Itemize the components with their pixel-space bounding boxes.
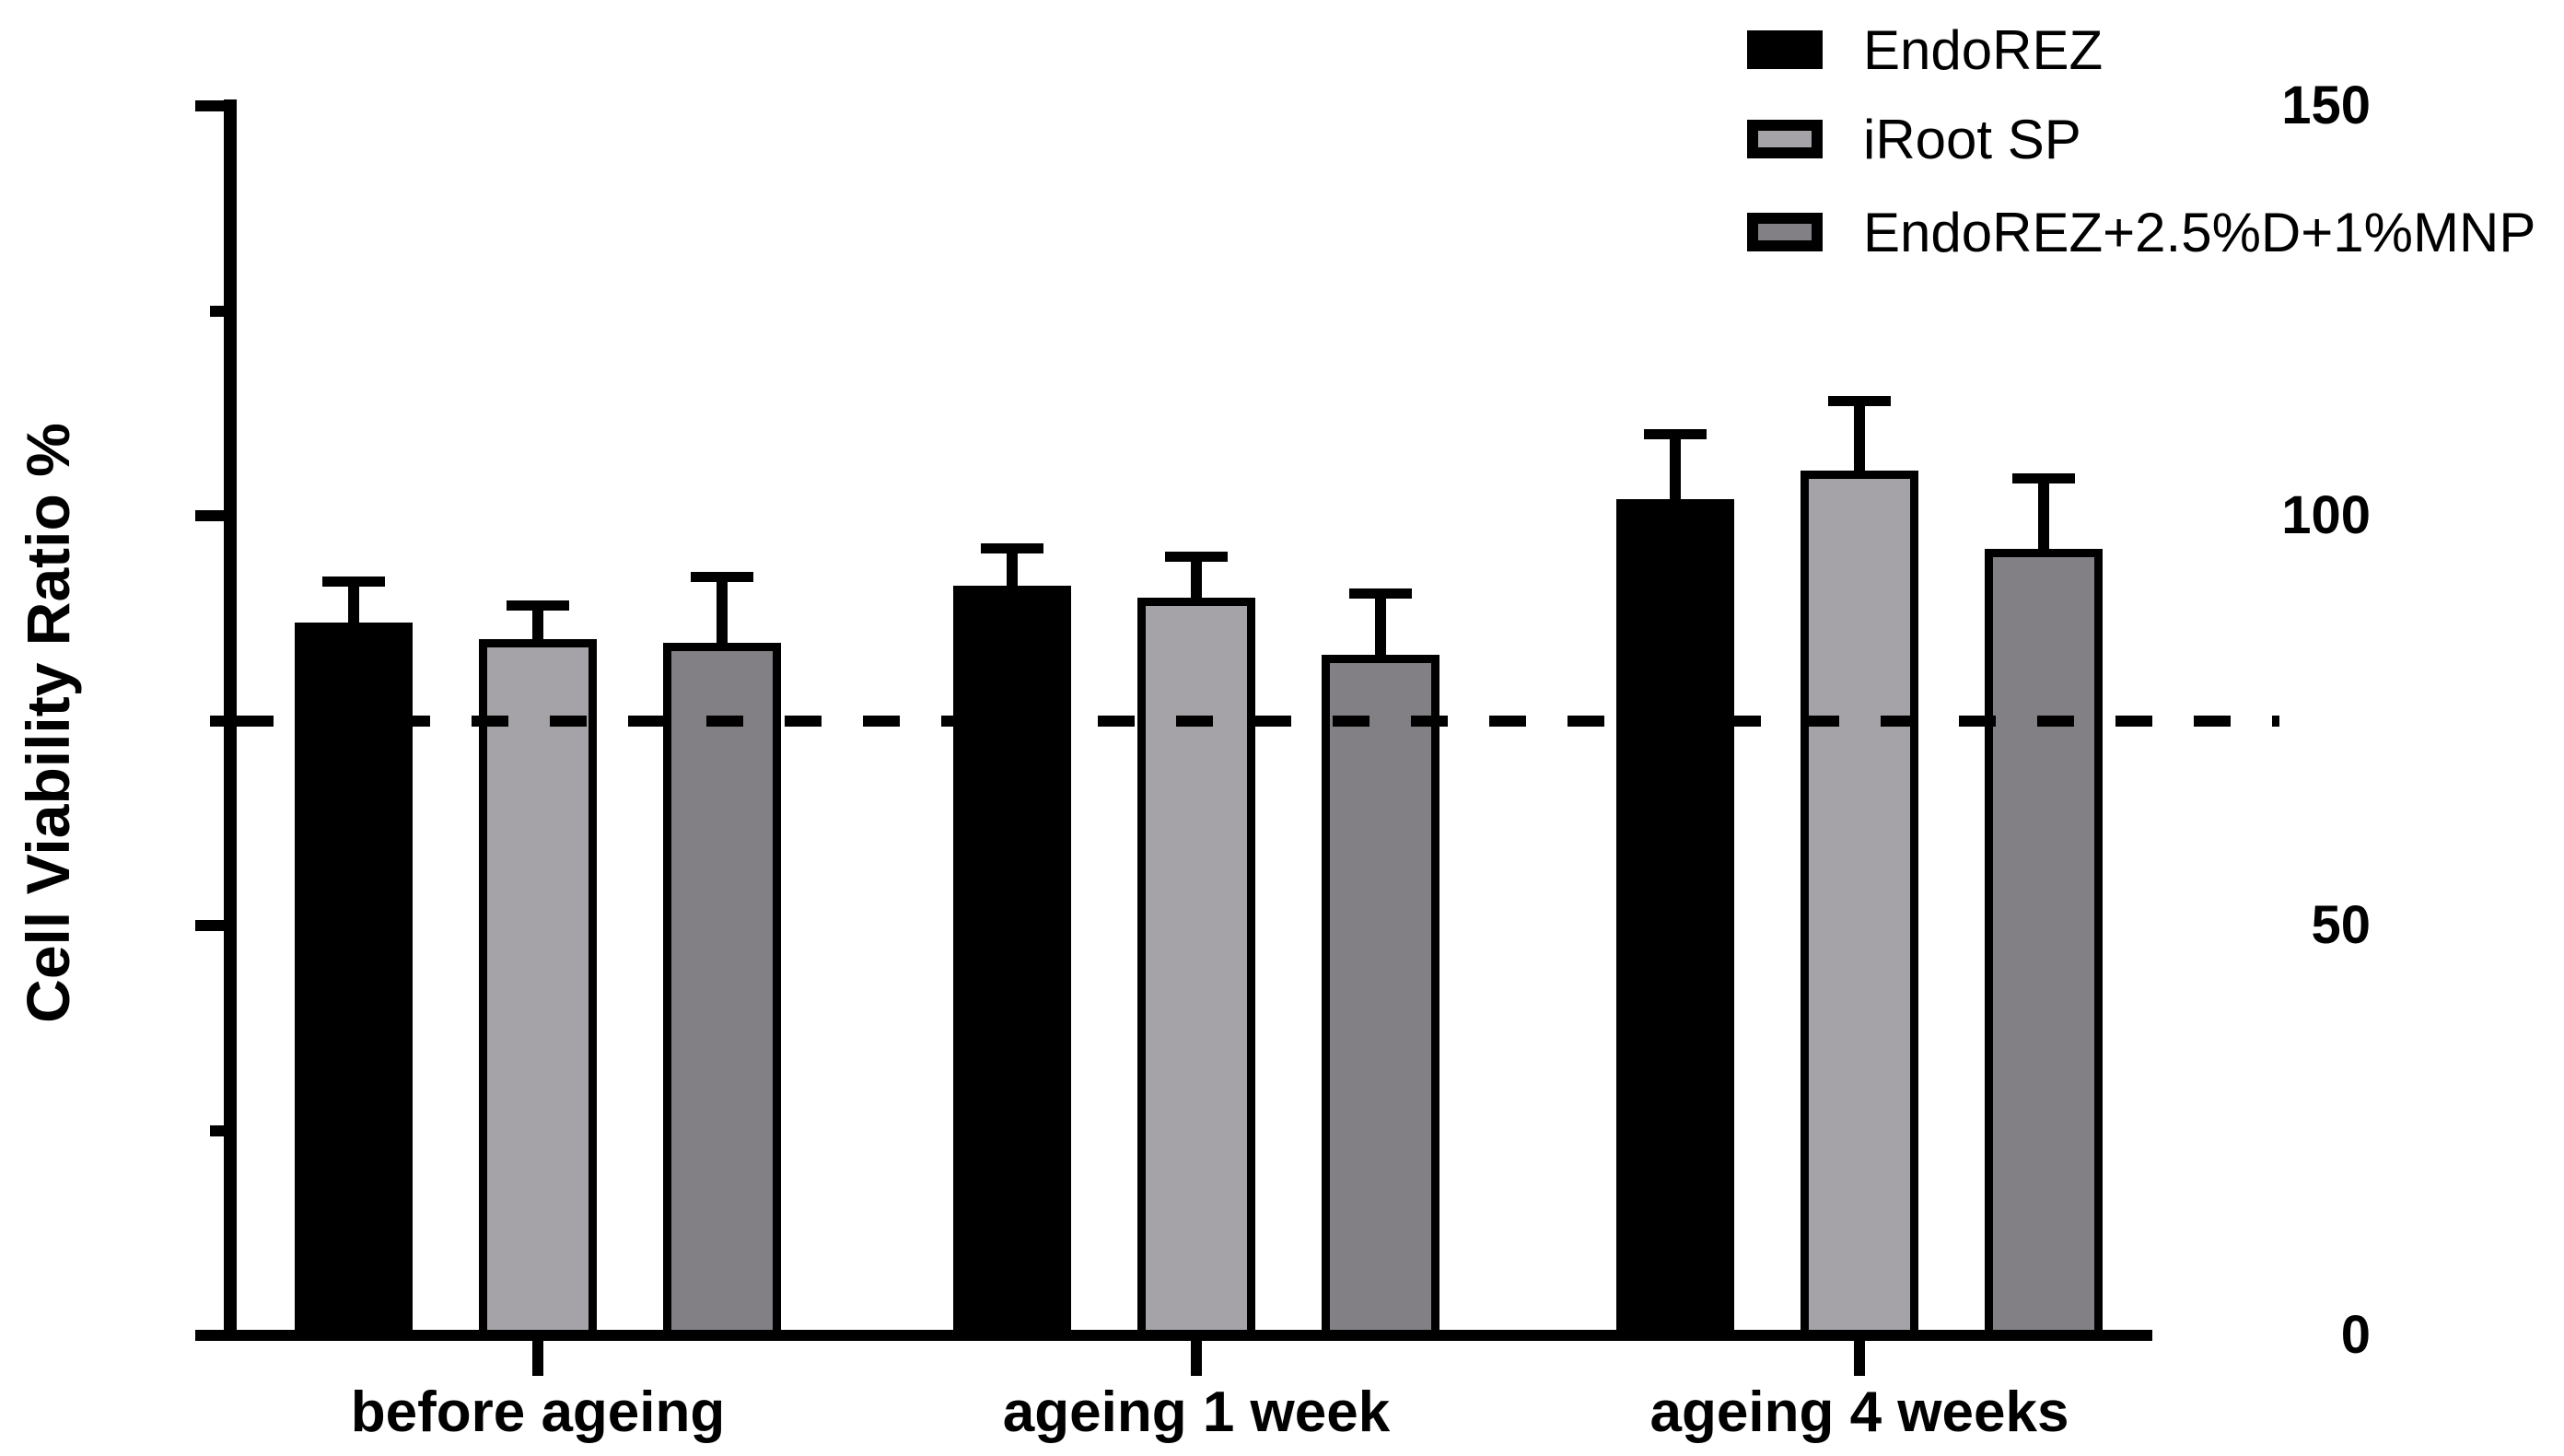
y-tick-label: 0 bbox=[2340, 1305, 2371, 1365]
error-bar-stem bbox=[717, 577, 728, 648]
bar-iroot-sp-group1 bbox=[479, 638, 597, 1341]
x-axis-line bbox=[224, 1330, 2152, 1341]
bar-endorez-group1 bbox=[295, 622, 413, 1341]
error-bar-cap bbox=[1644, 428, 1707, 439]
legend-swatch bbox=[1747, 120, 1823, 158]
error-bar-cap bbox=[981, 543, 1043, 554]
bar-iroot-sp-group2 bbox=[1137, 598, 1255, 1341]
legend-label: iRoot SP bbox=[1863, 108, 2081, 170]
bar-iroot-sp-group3 bbox=[1801, 471, 1918, 1341]
y-major-tick bbox=[195, 510, 237, 521]
legend-item: EndoREZ+2.5%D+1%MNP bbox=[1747, 200, 2535, 264]
y-tick-label: 100 bbox=[2281, 485, 2371, 545]
error-bar-stem bbox=[1007, 548, 1018, 591]
legend-item: EndoREZ bbox=[1747, 17, 2103, 82]
y-axis-title: Cell Viability Ratio % bbox=[14, 423, 82, 1023]
error-bar-stem bbox=[348, 581, 359, 628]
error-bar-stem bbox=[532, 605, 543, 645]
legend-swatch bbox=[1747, 30, 1823, 69]
y-major-tick bbox=[195, 920, 237, 931]
y-major-tick bbox=[195, 100, 237, 111]
error-bar-cap bbox=[1165, 552, 1228, 562]
bar-endorez-group2 bbox=[953, 585, 1071, 1341]
legend-swatch bbox=[1747, 213, 1823, 251]
bar-endorez-group3 bbox=[1616, 499, 1734, 1341]
error-bar-stem bbox=[1375, 593, 1386, 661]
x-group-tick bbox=[1191, 1341, 1202, 1376]
error-bar-cap bbox=[1828, 395, 1891, 406]
error-bar-stem bbox=[1191, 556, 1202, 603]
legend-label: EndoREZ+2.5%D+1%MNP bbox=[1863, 201, 2536, 263]
error-bar-cap bbox=[691, 572, 753, 583]
bar-endorez-2-5-d-1-mnp-group2 bbox=[1322, 655, 1439, 1341]
error-bar-cap bbox=[1349, 588, 1412, 600]
error-bar-stem bbox=[2038, 478, 2049, 554]
y-tick-label: 150 bbox=[2281, 76, 2371, 135]
x-group-tick bbox=[1854, 1341, 1865, 1376]
legend-label: EndoREZ bbox=[1863, 18, 2104, 81]
y-tick-label: 50 bbox=[2311, 895, 2371, 955]
bar-endorez-2-5-d-1-mnp-group3 bbox=[1985, 548, 2103, 1341]
error-bar-cap bbox=[507, 600, 569, 612]
error-bar-stem bbox=[1854, 401, 1865, 477]
y-minor-tick bbox=[210, 715, 237, 727]
error-bar-stem bbox=[1670, 434, 1681, 506]
legend-item: iRoot SP bbox=[1747, 107, 2081, 171]
reference-dashed-line bbox=[237, 715, 2279, 727]
bar-endorez-2-5-d-1-mnp-group1 bbox=[663, 642, 781, 1341]
x-category-label: ageing 1 week bbox=[1002, 1380, 1391, 1444]
error-bar-cap bbox=[322, 576, 385, 587]
x-group-tick bbox=[532, 1341, 543, 1376]
error-bar-cap bbox=[2012, 473, 2075, 484]
x-category-label: before ageing bbox=[350, 1380, 726, 1444]
x-category-label: ageing 4 weeks bbox=[1649, 1380, 2069, 1444]
y-minor-tick bbox=[210, 1124, 237, 1136]
y-minor-tick bbox=[210, 305, 237, 317]
